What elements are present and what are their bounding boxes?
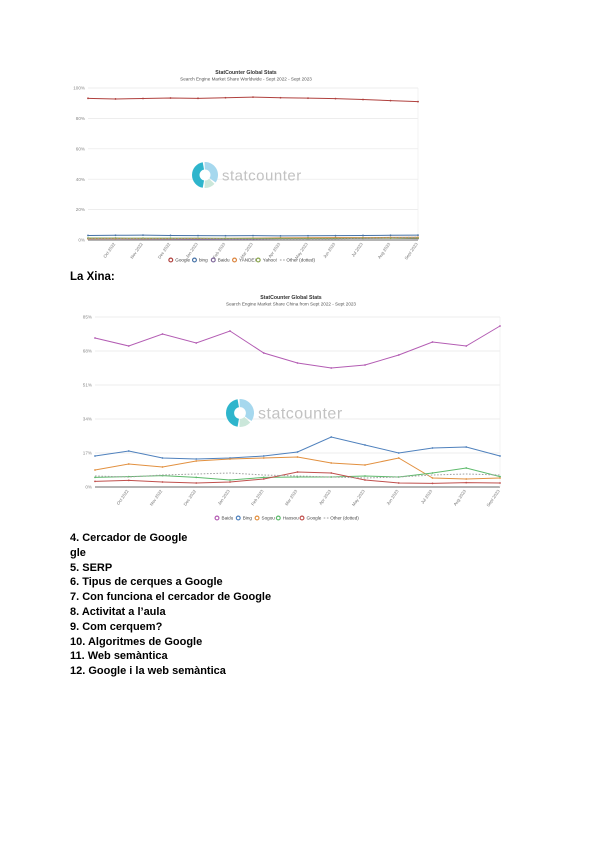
series-sogou (94, 456, 501, 480)
list-item: 7. Con funciona el cercador de Google (70, 591, 272, 604)
grid-lines (88, 87, 419, 241)
svg-text:0%: 0% (85, 485, 92, 490)
svg-text:Haosou: Haosou (283, 516, 299, 521)
series-other-dotted- (94, 472, 501, 479)
svg-text:80%: 80% (76, 116, 85, 121)
svg-text:Search Engine Market Share Chi: Search Engine Market Share China from Se… (226, 302, 356, 307)
svg-text:68%: 68% (83, 349, 92, 354)
series-bing (94, 436, 501, 460)
series-haosou (94, 467, 501, 481)
svg-text:bing: bing (199, 258, 208, 263)
statcounter-watermark-logo (225, 399, 255, 427)
svg-text:Baidu: Baidu (218, 258, 230, 263)
svg-text:Baidu: Baidu (222, 516, 234, 521)
chart-title: StatCounter Global Stats (260, 295, 322, 301)
legend-item: YANDEX (232, 257, 258, 263)
legend-item: Other (dotted) (323, 516, 359, 521)
series-bing (87, 234, 419, 237)
svg-text:Yahoo!: Yahoo! (263, 258, 277, 263)
svg-text:Other (dotted): Other (dotted) (330, 516, 359, 521)
topic-list: 4. Cercador de Google gle 5. SERP 6. Tipus … (70, 531, 470, 679)
legend-item: Baidu (214, 515, 234, 521)
svg-text:statcounter: statcounter (222, 167, 302, 184)
list-item: gle (70, 546, 86, 559)
statcounter-watermark-text: statcounter (258, 406, 343, 423)
legend-item: Haosou (275, 515, 299, 521)
statcounter-watermark-logo (192, 162, 219, 188)
svg-text:Sogou: Sogou (262, 516, 276, 521)
legend-item: Other (dotted) (279, 258, 315, 263)
svg-text:100%: 100% (73, 86, 85, 91)
list-item: 5. SERP (70, 561, 113, 574)
grid-lines (95, 316, 501, 488)
svg-text:Bing: Bing (243, 516, 253, 521)
list-item: 8. Activitat a l’aula (70, 605, 166, 618)
series-baidu (94, 325, 501, 369)
legend-item: Sogou (254, 515, 276, 521)
chart-subtitle: Search Engine Market Share Worldwide - S… (180, 77, 312, 82)
svg-text:StatCounter Global Stats: StatCounter Global Stats (260, 295, 322, 301)
series-google (87, 96, 419, 103)
legend-item: Yahoo! (255, 257, 277, 263)
svg-text:statcounter: statcounter (258, 406, 343, 423)
svg-text:40%: 40% (76, 177, 85, 182)
series-google (94, 471, 501, 485)
statcounter-watermark-text: statcounter (222, 167, 302, 184)
svg-text:StatCounter Global Stats: StatCounter Global Stats (215, 70, 277, 76)
svg-text:Google: Google (175, 258, 190, 263)
svg-text:34%: 34% (83, 417, 92, 422)
list-item: 6. Tipus de cerques a Google (70, 576, 223, 589)
svg-text:51%: 51% (83, 383, 92, 388)
svg-text:Other (dotted): Other (dotted) (286, 258, 315, 263)
legend-item: Google (168, 257, 191, 263)
list-item: 10. Algoritmes de Google (70, 635, 203, 648)
chart-subtitle: Search Engine Market Share China from Se… (226, 302, 356, 307)
legend-item: Baidu (210, 257, 230, 263)
china-heading: La Xina: (70, 271, 115, 283)
series-other-dotted- (87, 236, 419, 240)
y-axis-labels: 0% 20% 40% 60% 80% 100% (73, 86, 85, 243)
svg-text:YANDEX: YANDEX (239, 258, 258, 263)
svg-text:60%: 60% (76, 146, 85, 151)
legend-item: bing (191, 257, 208, 263)
legend-item: Bing (235, 515, 253, 521)
chart-legend: Google bing Baidu YANDEX Yahoo! Other (dotted… (168, 257, 315, 263)
svg-text:0%: 0% (78, 238, 85, 243)
list-item: 11. Web semàntica (70, 650, 168, 663)
svg-text:17%: 17% (83, 451, 92, 456)
list-item: 4. Cercador de Google (70, 532, 188, 544)
svg-text:Google: Google (307, 516, 322, 521)
list-item: 9. Com cerquem? (70, 620, 163, 633)
svg-text:Search Engine Market Share Wor: Search Engine Market Share Worldwide - S… (180, 77, 312, 82)
legend-item: Google (299, 515, 322, 521)
svg-text:85%: 85% (83, 315, 92, 320)
svg-text:20%: 20% (76, 207, 85, 212)
chart-legend: Baidu Bing Sogou Haosou Google Other (dotted) (214, 515, 359, 521)
y-axis-labels: 0% 17% 34% 51% 68% 85% (83, 315, 92, 490)
chart-title: StatCounter Global Stats (215, 70, 277, 76)
list-item: 12. Google i la web semàntica (70, 665, 226, 678)
